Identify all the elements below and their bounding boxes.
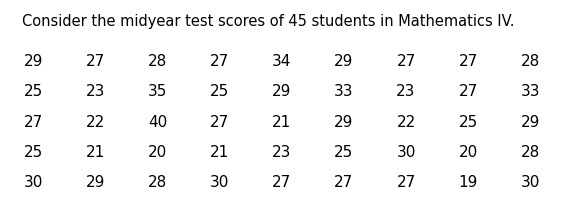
Text: 23: 23 <box>86 84 106 99</box>
Text: 27: 27 <box>210 114 230 129</box>
Text: 27: 27 <box>458 84 478 99</box>
Text: 25: 25 <box>210 84 230 99</box>
Text: 22: 22 <box>86 114 106 129</box>
Text: 23: 23 <box>396 84 416 99</box>
Text: 29: 29 <box>520 114 540 129</box>
Text: 30: 30 <box>396 144 416 159</box>
Text: 28: 28 <box>148 54 168 69</box>
Text: 27: 27 <box>458 54 478 69</box>
Text: 29: 29 <box>334 114 354 129</box>
Text: 29: 29 <box>86 174 106 190</box>
Text: 27: 27 <box>272 174 292 190</box>
Text: 25: 25 <box>24 144 44 159</box>
Text: 29: 29 <box>334 54 354 69</box>
Text: 27: 27 <box>210 54 230 69</box>
Text: 30: 30 <box>210 174 230 190</box>
Text: 30: 30 <box>24 174 44 190</box>
Text: 25: 25 <box>24 84 44 99</box>
Text: 21: 21 <box>272 114 292 129</box>
Text: 35: 35 <box>148 84 168 99</box>
Text: 21: 21 <box>86 144 106 159</box>
Text: 25: 25 <box>458 114 478 129</box>
Text: 20: 20 <box>458 144 478 159</box>
Text: 30: 30 <box>520 174 540 190</box>
Text: 20: 20 <box>148 144 168 159</box>
Text: 27: 27 <box>396 54 416 69</box>
Text: 22: 22 <box>396 114 416 129</box>
Text: 27: 27 <box>396 174 416 190</box>
Text: Consider the midyear test scores of 45 students in Mathematics IV.: Consider the midyear test scores of 45 s… <box>22 14 514 29</box>
Text: 34: 34 <box>272 54 292 69</box>
Text: 28: 28 <box>520 54 540 69</box>
Text: 21: 21 <box>210 144 230 159</box>
Text: 28: 28 <box>520 144 540 159</box>
Text: 25: 25 <box>334 144 354 159</box>
Text: 33: 33 <box>520 84 540 99</box>
Text: 27: 27 <box>334 174 354 190</box>
Text: 27: 27 <box>24 114 44 129</box>
Text: 29: 29 <box>272 84 292 99</box>
Text: 19: 19 <box>458 174 478 190</box>
Text: 28: 28 <box>148 174 168 190</box>
Text: 29: 29 <box>24 54 44 69</box>
Text: 40: 40 <box>148 114 168 129</box>
Text: 27: 27 <box>86 54 106 69</box>
Text: 23: 23 <box>272 144 292 159</box>
Text: 33: 33 <box>334 84 354 99</box>
